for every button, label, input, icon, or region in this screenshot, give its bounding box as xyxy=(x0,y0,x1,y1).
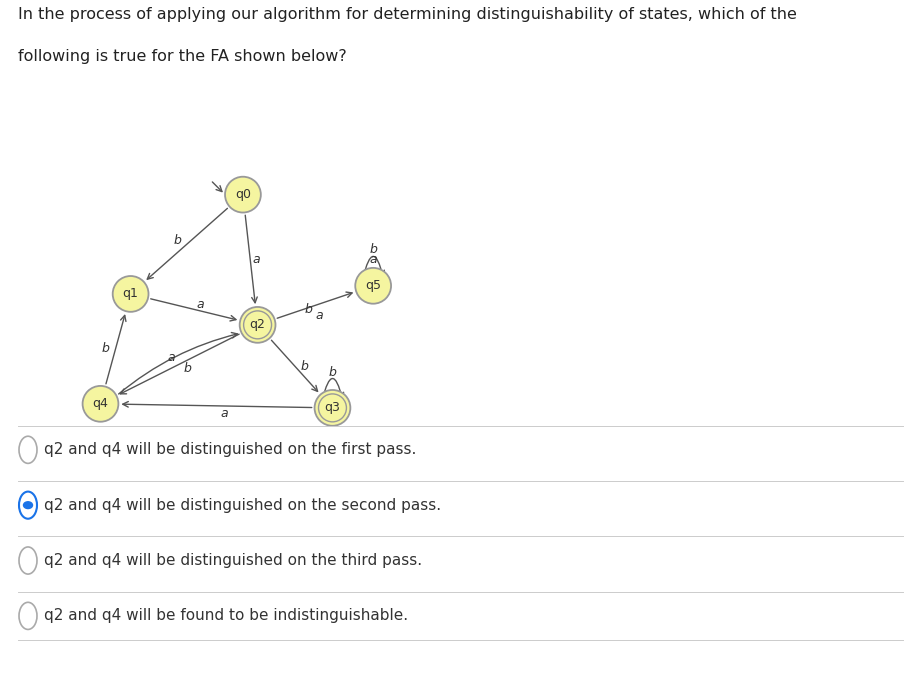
Text: b: b xyxy=(305,303,313,316)
FancyArrowPatch shape xyxy=(119,333,238,394)
Text: b: b xyxy=(173,234,181,247)
FancyArrowPatch shape xyxy=(122,401,312,408)
Text: q2 and q4 will be found to be indistinguishable.: q2 and q4 will be found to be indistingu… xyxy=(44,608,408,623)
Text: q2 and q4 will be distinguished on the second pass.: q2 and q4 will be distinguished on the s… xyxy=(44,498,441,513)
Circle shape xyxy=(315,390,350,426)
Text: q5: q5 xyxy=(365,280,381,292)
Text: q2: q2 xyxy=(250,318,265,331)
FancyArrowPatch shape xyxy=(121,334,239,394)
FancyArrowPatch shape xyxy=(245,215,257,303)
Text: a: a xyxy=(369,253,377,266)
FancyArrowPatch shape xyxy=(277,292,352,318)
Text: q4: q4 xyxy=(92,397,109,410)
Text: b: b xyxy=(102,343,110,356)
Text: q3: q3 xyxy=(324,401,341,415)
Text: a: a xyxy=(221,408,228,421)
Text: following is true for the FA shown below?: following is true for the FA shown below… xyxy=(18,48,347,64)
Text: a: a xyxy=(253,253,261,266)
FancyArrowPatch shape xyxy=(363,257,384,277)
Text: b: b xyxy=(369,244,377,257)
Text: a: a xyxy=(197,298,204,311)
Circle shape xyxy=(112,276,148,312)
FancyArrowPatch shape xyxy=(322,379,344,400)
Text: q2 and q4 will be distinguished on the first pass.: q2 and q4 will be distinguished on the f… xyxy=(44,442,416,457)
Text: b: b xyxy=(301,360,309,373)
Text: q2 and q4 will be distinguished on the third pass.: q2 and q4 will be distinguished on the t… xyxy=(44,553,422,568)
Text: In the process of applying our algorithm for determining distinguishability of s: In the process of applying our algorithm… xyxy=(18,7,798,22)
Text: q1: q1 xyxy=(122,287,138,300)
Text: a: a xyxy=(167,352,175,364)
Text: a: a xyxy=(316,309,323,322)
Text: q0: q0 xyxy=(235,188,251,201)
FancyArrowPatch shape xyxy=(151,299,236,321)
Ellipse shape xyxy=(24,502,32,509)
FancyArrowPatch shape xyxy=(272,340,318,392)
Circle shape xyxy=(356,268,391,304)
FancyArrowPatch shape xyxy=(147,208,227,279)
Circle shape xyxy=(225,176,261,212)
Circle shape xyxy=(83,386,119,421)
Text: b: b xyxy=(329,365,336,379)
FancyArrowPatch shape xyxy=(106,316,126,384)
Circle shape xyxy=(239,307,275,343)
Text: b: b xyxy=(183,362,192,375)
